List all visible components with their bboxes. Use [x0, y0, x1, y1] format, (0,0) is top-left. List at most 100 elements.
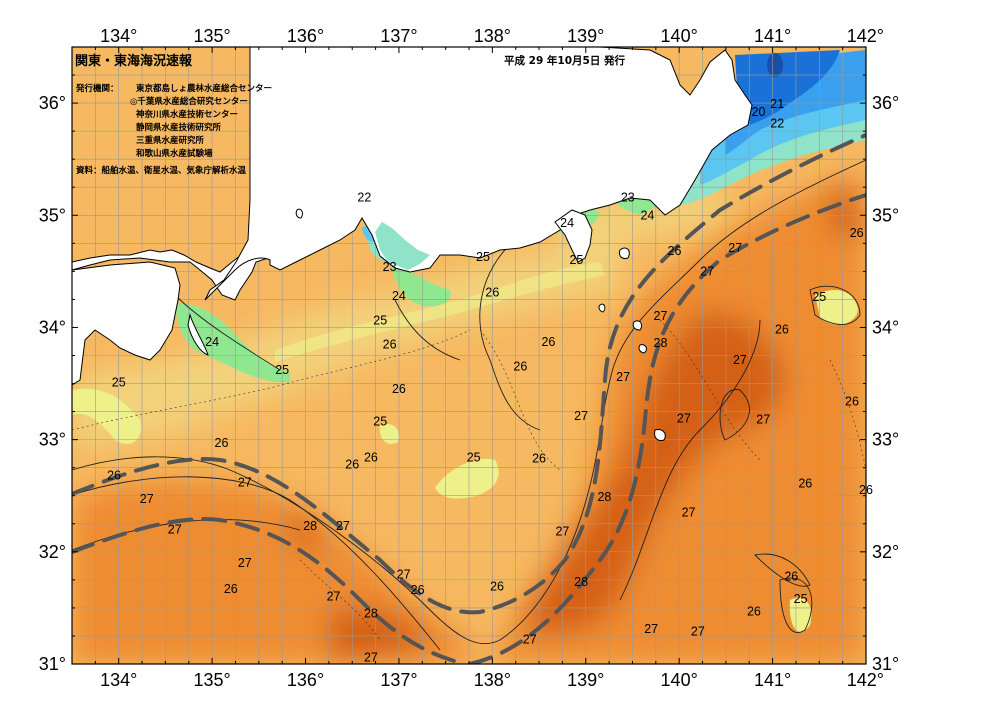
ise-bay-coast [375, 222, 430, 270]
lat-label-right: 34° [872, 317, 899, 337]
lon-label-bottom: 141° [754, 670, 791, 690]
isotherm-label: 25 [275, 363, 289, 377]
isotherm-label: 27 [238, 475, 252, 489]
izu-peninsula-land [554, 209, 593, 263]
isotherm-label: 26 [850, 226, 864, 240]
lon-label-bottom: 137° [380, 670, 417, 690]
org-tokyo: 東京都島しょ農林水産総合センター [136, 84, 273, 94]
isotherm-label: 27 [677, 411, 691, 425]
isotherm-label: 25 [794, 592, 808, 606]
isotherm-label: 25 [476, 250, 490, 264]
isotherm-label: 27 [756, 412, 770, 426]
isotherm-label: 27 [140, 492, 154, 506]
isotherm-label: 27 [733, 353, 747, 367]
oki-island-land [295, 208, 303, 219]
isotherm-label: 28 [597, 490, 611, 504]
isotherm-label: 27 [238, 556, 252, 570]
miyake-island-land [632, 320, 643, 331]
isotherm-label: 27 [574, 409, 588, 423]
isotherm-label: 25 [569, 253, 583, 267]
isotherm-label: 26 [747, 604, 761, 618]
map-title: 関東・東海海況速報 [75, 54, 193, 69]
issuer-label: 発行機関： [76, 84, 119, 94]
lon-label-bottom: 142° [847, 670, 884, 690]
isotherm-label: 23 [621, 190, 635, 204]
lat-label-left: 31° [39, 654, 66, 674]
isotherm-label: 27 [168, 522, 182, 536]
lon-label-bottom: 139° [567, 670, 604, 690]
kuroshio-front-lines [72, 133, 866, 664]
awaji-island-land [187, 313, 209, 356]
isotherm-label: 27 [691, 624, 705, 638]
lon-label-bottom: 134° [100, 670, 137, 690]
isotherm-label: 27 [555, 525, 569, 539]
dotted-isotherms [72, 319, 866, 641]
honshu-land [204, 46, 753, 301]
isotherm-label: 26 [224, 582, 238, 596]
right-latitude-labels: 36° 35° 34° 33° 32° 31° [872, 93, 899, 674]
isotherm-label: 27 [397, 567, 411, 581]
isotherm-label: 27 [700, 264, 714, 278]
land-masses [71, 46, 753, 441]
isotherm-label: 26 [392, 382, 406, 396]
bottom-longitude-labels: 134° 135° 136° 137° 138° 139° 140° 141° 142° [100, 670, 884, 690]
lon-label-bottom: 138° [474, 670, 511, 690]
isotherm-label: 22 [770, 116, 784, 130]
top-longitude-labels: 134° 135° 136° 137° 138° 139° 140° 141° 142° [100, 26, 884, 46]
lat-label-right: 31° [872, 654, 899, 674]
isotherm-label: 26 [775, 323, 789, 337]
lat-label-left: 34° [39, 317, 66, 337]
isotherm-label: 26 [541, 335, 555, 349]
isotherm-label: 26 [490, 580, 504, 594]
frame-ticks [71, 46, 867, 665]
lon-label-top: 141° [754, 26, 791, 46]
isotherm-label: 26 [485, 286, 499, 300]
lat-label-right: 35° [872, 205, 899, 225]
lon-label-top: 138° [474, 26, 511, 46]
isotherm-label: 25 [812, 290, 826, 304]
isotherm-label: 20 [752, 105, 766, 119]
lat-label-left: 35° [39, 205, 66, 225]
mikura-island-land [638, 344, 648, 354]
oshima-island-land [619, 247, 630, 259]
isotherm-label: 26 [364, 451, 378, 465]
lat-label-left: 36° [39, 93, 66, 113]
org-shizuoka: 静岡県水産技術研究所 [136, 123, 222, 133]
lat-label-left: 32° [39, 542, 66, 562]
lon-label-top: 135° [194, 26, 231, 46]
isotherm-label: 27 [336, 519, 350, 533]
isotherm-label: 22 [357, 190, 371, 204]
lon-label-bottom: 136° [287, 670, 324, 690]
isotherm-label: 26 [798, 476, 812, 490]
isotherm-label: 26 [513, 360, 527, 374]
isotherm-label: 24 [560, 216, 574, 230]
isotherm-label: 26 [845, 394, 859, 408]
org-mie: 三重県水産研究所 [136, 136, 205, 146]
isotherm-label: 26 [784, 569, 798, 583]
lon-label-bottom: 140° [661, 670, 698, 690]
lon-label-top: 140° [661, 26, 698, 46]
isotherm-label: 28 [574, 575, 588, 589]
isotherm-label: 24 [392, 289, 406, 303]
isotherm-label: 27 [523, 632, 537, 646]
lon-label-top: 136° [287, 26, 324, 46]
isotherm-label: 26 [107, 469, 121, 483]
isotherm-label: 26 [215, 436, 229, 450]
left-latitude-labels: 36° 35° 34° 33° 32° 31° [39, 93, 66, 674]
isotherm-label: 26 [345, 457, 359, 471]
isotherm-label: 25 [112, 375, 126, 389]
lon-label-top: 142° [847, 26, 884, 46]
isotherm-label: 27 [682, 506, 696, 520]
isotherm-label: 27 [644, 622, 658, 636]
lat-label-right: 36° [872, 93, 899, 113]
niijima-island-land [598, 303, 606, 313]
isotherm-label: 26 [532, 452, 546, 466]
shikoku-land [71, 261, 181, 386]
isotherm-label: 25 [373, 314, 387, 328]
isotherm-label: 27 [654, 309, 668, 323]
lon-label-top: 134° [100, 26, 137, 46]
isotherm-label: 27 [616, 370, 630, 384]
isotherm-label: 28 [654, 336, 668, 350]
